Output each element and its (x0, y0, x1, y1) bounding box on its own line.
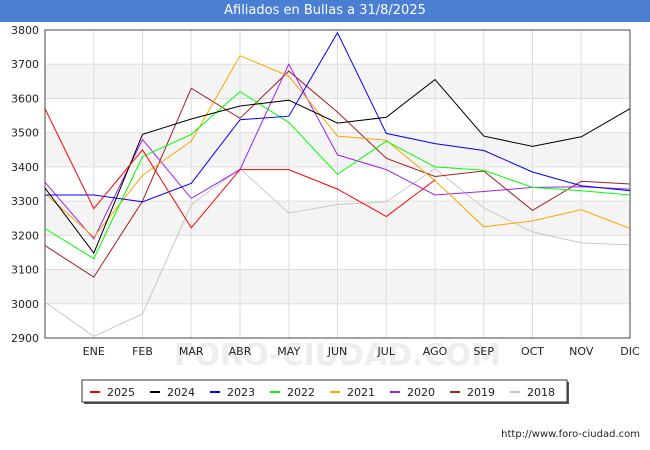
y-tick-label: 2900 (11, 332, 39, 345)
y-tick-label: 3200 (11, 229, 39, 242)
x-tick-label: DIC (620, 345, 640, 358)
source-url[interactable]: http://www.foro-ciudad.com (501, 429, 640, 440)
legend-label-2019: 2019 (467, 386, 495, 399)
y-tick-label: 3000 (11, 298, 39, 311)
legend-label-2023: 2023 (227, 386, 255, 399)
x-tick-label: JUN (327, 345, 348, 358)
legend-label-2021: 2021 (347, 386, 375, 399)
legend-label-2024: 2024 (167, 386, 195, 399)
x-tick-label: FEB (132, 345, 153, 358)
y-tick-label: 3600 (11, 92, 39, 105)
series-line-2019 (44, 70, 631, 278)
legend-label-2025: 2025 (107, 386, 135, 399)
series-line-2021 (44, 55, 631, 238)
chart-title: Afiliados en Bullas a 31/8/2025 (224, 3, 426, 18)
legend-label-2020: 2020 (407, 386, 435, 399)
y-tick-label: 3700 (11, 58, 39, 71)
x-tick-label: NOV (569, 345, 594, 358)
series-line-2023 (45, 31, 631, 203)
watermark: FORO-CIUDAD.COM (174, 338, 501, 373)
series-line-2022 (44, 90, 631, 260)
x-tick-label: JUL (377, 345, 396, 358)
title-bar (0, 0, 650, 22)
x-tick-label: MAY (277, 345, 300, 358)
series-line-2024 (44, 78, 631, 255)
y-tick-label: 3300 (11, 195, 39, 208)
y-tick-label: 3400 (11, 161, 39, 174)
x-tick-label: MAR (179, 345, 204, 358)
x-tick-label: AGO (423, 345, 448, 358)
series-line-2025 (44, 108, 436, 229)
legend-label-2022: 2022 (287, 386, 315, 399)
y-tick-label: 3500 (11, 127, 39, 140)
series-line-2018 (44, 167, 631, 337)
y-tick-label: 3800 (11, 24, 39, 37)
y-tick-label: 3100 (11, 264, 39, 277)
legend-label-2018: 2018 (527, 386, 555, 399)
x-tick-label: OCT (521, 345, 544, 358)
x-tick-label: SEP (473, 345, 494, 358)
x-tick-label: ENE (83, 345, 105, 358)
x-tick-label: ABR (229, 345, 252, 358)
legend-box (81, 379, 568, 403)
